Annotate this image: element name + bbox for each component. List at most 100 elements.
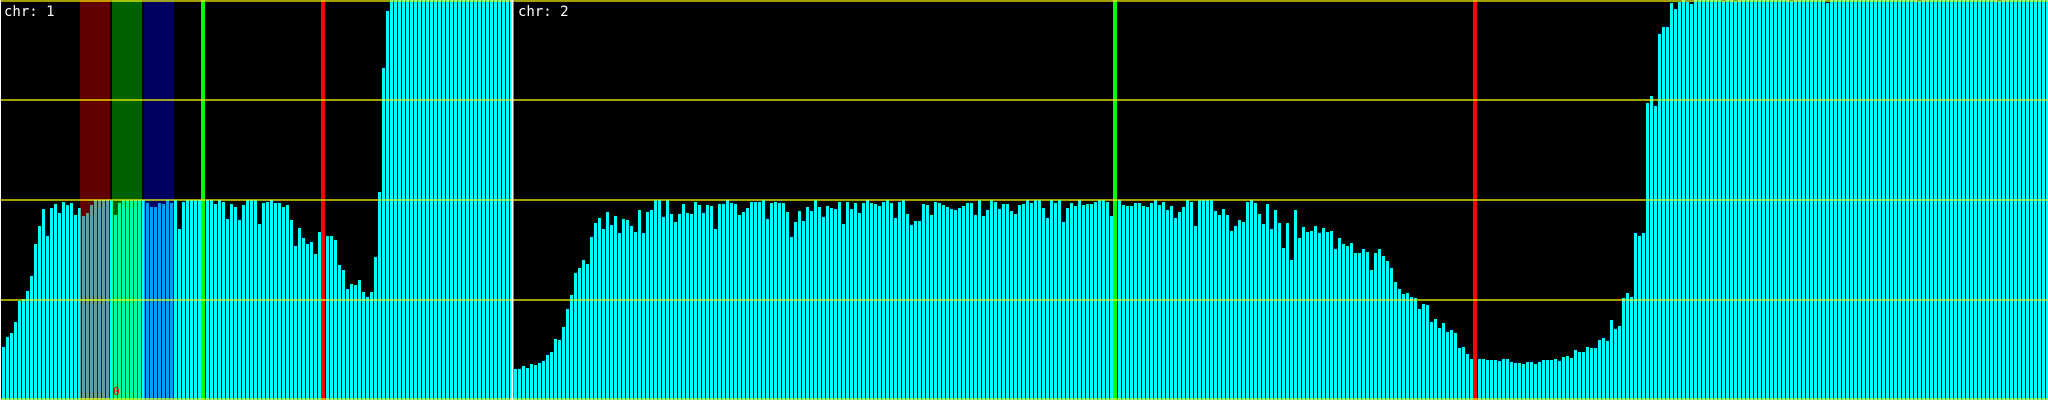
coverage-bar — [30, 276, 33, 400]
coverage-bar — [346, 289, 349, 400]
coverage-bar — [650, 210, 653, 400]
coverage-bar — [1290, 260, 1293, 400]
coverage-bar — [526, 368, 529, 400]
coverage-bar — [1602, 338, 1605, 400]
coverage-bar — [1490, 360, 1493, 400]
coverage-bar — [846, 202, 849, 400]
coverage-bar — [1362, 249, 1365, 400]
coverage-bar — [922, 204, 925, 400]
coverage-bar — [1138, 203, 1141, 400]
coverage-bar — [82, 216, 85, 400]
coverage-bar — [266, 202, 269, 400]
coverage-bar — [1386, 261, 1389, 400]
coverage-bar — [1338, 238, 1341, 400]
coverage-bar — [514, 369, 517, 400]
coverage-bar — [1586, 347, 1589, 400]
coverage-bar — [778, 203, 781, 400]
coverage-bar — [294, 246, 297, 400]
coverage-bar — [1554, 359, 1557, 400]
coverage-bar — [1674, 9, 1677, 400]
coverage-bar — [1066, 208, 1069, 400]
coverage-bar — [1062, 222, 1065, 400]
coverage-bar — [1438, 328, 1441, 400]
coverage-bar — [22, 299, 25, 400]
coverage-bar — [118, 203, 121, 400]
coverage-bar — [1294, 210, 1297, 400]
coverage-bar — [1642, 233, 1645, 400]
coverage-bar — [1434, 319, 1437, 400]
coverage-bar — [1126, 206, 1129, 400]
coverage-bar — [782, 203, 785, 400]
coverage-bar — [1374, 253, 1377, 400]
coverage-bar — [946, 207, 949, 400]
coverage-bar — [150, 207, 153, 400]
coverage-bar — [42, 209, 45, 400]
coverage-bar — [630, 226, 633, 400]
coverage-bar — [590, 237, 593, 400]
coverage-bar — [1402, 294, 1405, 400]
coverage-bar — [914, 221, 917, 400]
coverage-bar — [730, 203, 733, 400]
coverage-bar — [1382, 256, 1385, 400]
coverage-bar — [1622, 298, 1625, 400]
coverage-bar — [1594, 348, 1597, 400]
coverage-bar — [790, 237, 793, 400]
coverage-bar — [662, 217, 665, 400]
coverage-bar — [578, 268, 581, 400]
coverage-bar — [66, 205, 69, 400]
coverage-bar — [1226, 215, 1229, 400]
coverage-bar — [1122, 205, 1125, 400]
coverage-bar — [282, 207, 285, 400]
coverage-bar — [290, 220, 293, 400]
coverage-bar — [230, 204, 233, 400]
coverage-bar — [1566, 356, 1569, 400]
coverage-bar — [1142, 206, 1145, 400]
coverage-bar — [722, 204, 725, 400]
coverage-bar — [342, 270, 345, 400]
coverage-bar — [670, 214, 673, 400]
panel-label-chr2: chr: 2 — [518, 4, 569, 20]
coverage-bar — [6, 337, 9, 400]
coverage-bar — [698, 205, 701, 400]
coverage-bar — [870, 203, 873, 400]
coverage-bar — [810, 211, 813, 400]
coverage-bar — [918, 221, 921, 400]
coverage-bar — [1278, 223, 1281, 400]
coverage-bar — [850, 209, 853, 400]
coverage-bar — [158, 203, 161, 400]
coverage-bar — [910, 225, 913, 400]
coverage-bar — [1486, 360, 1489, 400]
coverage-bar — [994, 202, 997, 400]
coverage-bar — [334, 240, 337, 400]
coverage-bar — [842, 224, 845, 400]
coverage-bar — [586, 264, 589, 400]
coverage-bar — [1658, 34, 1661, 400]
coverage-bar — [530, 364, 533, 400]
coverage-bar — [58, 213, 61, 400]
coverage-bar — [1190, 202, 1193, 400]
coverage-bar — [1574, 350, 1577, 400]
coverage-bar — [1262, 224, 1265, 400]
coverage-bar — [926, 205, 929, 400]
coverage-bar — [538, 363, 541, 400]
coverage-bar — [642, 233, 645, 400]
coverage-bar — [1286, 223, 1289, 400]
coverage-bar — [1530, 362, 1533, 400]
coverage-bar — [1238, 220, 1241, 400]
coverage-bar — [366, 297, 369, 400]
coverage-bar — [542, 361, 545, 400]
coverage-bar — [1010, 211, 1013, 400]
coverage-bar — [1558, 361, 1561, 400]
coverage-bar — [1174, 218, 1177, 400]
coverage-bar — [706, 205, 709, 400]
coverage-bar — [318, 232, 321, 400]
coverage-bar — [1414, 298, 1417, 400]
coverage-bar — [1526, 362, 1529, 400]
coverage-bar — [750, 202, 753, 400]
coverage-bar — [898, 202, 901, 400]
coverage-bar — [1086, 204, 1089, 400]
coverage-bar — [18, 301, 21, 400]
coverage-bar — [182, 202, 185, 400]
coverage-bar — [554, 339, 557, 400]
